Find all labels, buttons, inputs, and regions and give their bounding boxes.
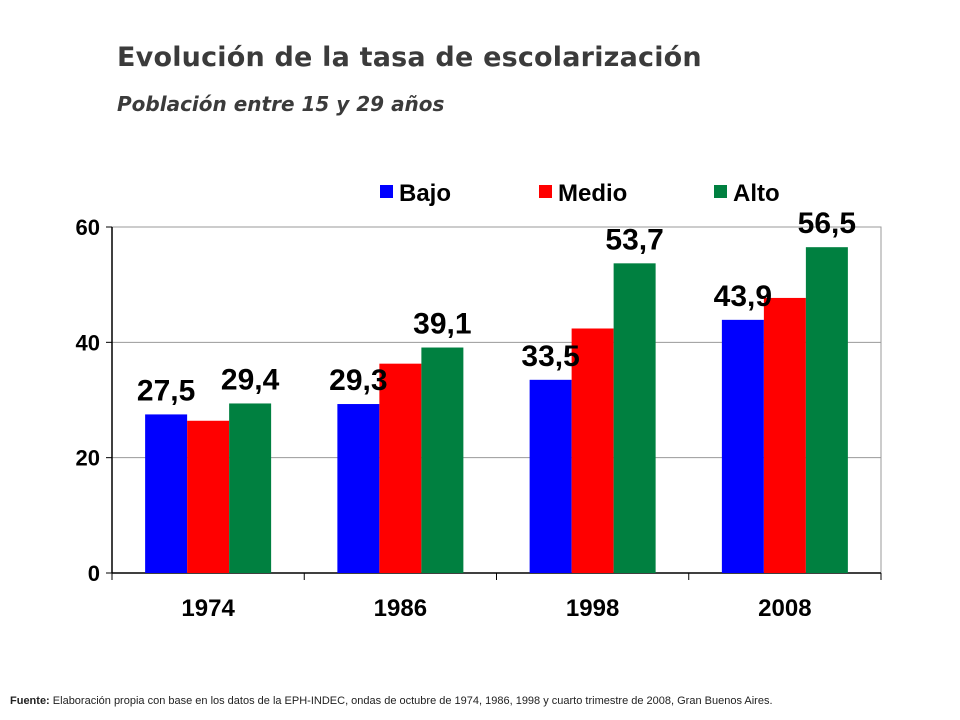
y-tick-label: 60 (76, 215, 100, 240)
legend-label-medio: Medio (558, 180, 627, 207)
data-label: 56,5 (798, 207, 856, 240)
bar-bajo (721, 319, 764, 573)
data-label: 39,1 (413, 308, 471, 341)
chart-subtitle: Población entre 15 y 29 años (117, 92, 445, 116)
data-label: 27,5 (137, 374, 195, 407)
bar-medio (187, 420, 230, 573)
bar-bajo (529, 379, 572, 573)
bar-medio (763, 297, 806, 573)
y-tick-label: 40 (76, 330, 100, 355)
legend-label-alto: Alto (733, 180, 780, 207)
bar-medio (571, 328, 614, 573)
legend-swatch-medio (539, 185, 552, 198)
source-footnote: Fuente: Elaboración propia con base en l… (10, 695, 773, 707)
data-label: 43,9 (714, 280, 772, 313)
x-tick-label: 1998 (566, 595, 619, 622)
data-label: 29,3 (329, 364, 387, 397)
bar-medio (379, 363, 422, 573)
source-text: Elaboración propia con base en los datos… (49, 695, 773, 707)
legend-swatch-alto (714, 185, 727, 198)
data-label: 33,5 (521, 340, 579, 373)
source-label: Fuente: (10, 695, 50, 707)
bar-bajo (337, 404, 380, 573)
y-tick-label: 0 (88, 561, 100, 586)
y-tick-label: 20 (76, 446, 100, 471)
legend-label-bajo: Bajo (399, 180, 451, 207)
bar-bajo (145, 414, 188, 573)
bar-chart: 0 20 40 60 1974 1986 1998 2008 27,5 29,4 29,3 39,1 3… (76, 180, 882, 622)
data-label: 29,4 (221, 363, 280, 396)
data-label: 53,7 (605, 223, 663, 256)
bar-alto (229, 403, 272, 573)
legend-swatch-bajo (380, 185, 393, 198)
x-tick-label: 2008 (758, 595, 811, 622)
bar-alto (805, 247, 848, 573)
x-tick-label: 1986 (374, 595, 427, 622)
bar-alto (421, 347, 464, 573)
chart-title: Evolución de la tasa de escolarización (117, 42, 702, 73)
bar-alto (613, 263, 656, 573)
x-tick-label: 1974 (181, 595, 235, 622)
